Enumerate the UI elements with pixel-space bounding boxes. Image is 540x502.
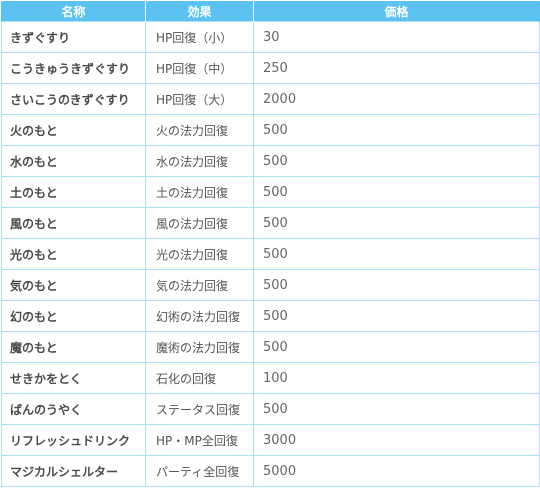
item-effect: 水の法力回復 [145, 145, 254, 177]
item-effect: 土の法力回復 [145, 176, 254, 208]
item-name: さいこうのきずぐすり [1, 83, 146, 115]
item-effect: 火の法力回復 [145, 114, 254, 146]
table-row: さいこうのきずぐすり HP回復（大） 2000 [1, 83, 540, 115]
item-price: 500 [253, 238, 540, 270]
item-price: 500 [253, 331, 540, 363]
table-row: ばんのうやく ステータス回復 500 [1, 393, 540, 425]
item-name: きずぐすり [1, 21, 146, 53]
item-price: 2000 [253, 83, 540, 115]
table-row: 風のもと 風の法力回復 500 [1, 207, 540, 239]
table-row: こうきゅうきずぐすり HP回復（中） 250 [1, 52, 540, 84]
item-name: 火のもと [1, 114, 146, 146]
header-price: 価格 [253, 1, 540, 22]
item-effect: 気の法力回復 [145, 269, 254, 301]
table-header: 名称 効果 価格 [1, 1, 540, 22]
item-price: 500 [253, 176, 540, 208]
item-effect: HP回復（大） [145, 83, 254, 115]
table-row: 幻のもと 幻術の法力回復 500 [1, 300, 540, 332]
item-effect: 光の法力回復 [145, 238, 254, 270]
table-row: 魔のもと 魔術の法力回復 500 [1, 331, 540, 363]
item-effect: 魔術の法力回復 [145, 331, 254, 363]
header-effect: 効果 [145, 1, 254, 22]
item-price: 500 [253, 269, 540, 301]
item-price: 500 [253, 393, 540, 425]
item-name: 魔のもと [1, 331, 146, 363]
table-row: マジカルシェルター パーティ全回復 5000 [1, 455, 540, 487]
table-row: リフレッシュドリンク HP・MP全回復 3000 [1, 424, 540, 456]
item-price: 500 [253, 114, 540, 146]
item-name: 気のもと [1, 269, 146, 301]
table-row: せきかをとく 石化の回復 100 [1, 362, 540, 394]
item-name: ばんのうやく [1, 393, 146, 425]
item-name: 光のもと [1, 238, 146, 270]
item-price: 500 [253, 207, 540, 239]
item-effect: HP回復（中） [145, 52, 254, 84]
table-row: 気のもと 気の法力回復 500 [1, 269, 540, 301]
table-row: きずぐすり HP回復（小） 30 [1, 21, 540, 53]
item-name: 土のもと [1, 176, 146, 208]
item-name: 幻のもと [1, 300, 146, 332]
header-name: 名称 [1, 1, 146, 22]
item-price: 500 [253, 145, 540, 177]
item-price: 30 [253, 21, 540, 53]
table-body: きずぐすり HP回復（小） 30 こうきゅうきずぐすり HP回復（中） 250 さいこう… [1, 21, 540, 487]
table-row: 土のもと 土の法力回復 500 [1, 176, 540, 208]
item-price-table: 名称 効果 価格 きずぐすり HP回復（小） 30 こうきゅうきずぐすり HP回復（中… [1, 1, 540, 487]
item-price: 500 [253, 300, 540, 332]
item-name: リフレッシュドリンク [1, 424, 146, 456]
table-row: 光のもと 光の法力回復 500 [1, 238, 540, 270]
item-price: 250 [253, 52, 540, 84]
item-effect: ステータス回復 [145, 393, 254, 425]
item-name: こうきゅうきずぐすり [1, 52, 146, 84]
item-name: 風のもと [1, 207, 146, 239]
item-effect: 石化の回復 [145, 362, 254, 394]
item-effect: HP・MP全回復 [145, 424, 254, 456]
item-effect: 幻術の法力回復 [145, 300, 254, 332]
item-price: 3000 [253, 424, 540, 456]
item-price: 100 [253, 362, 540, 394]
item-name: 水のもと [1, 145, 146, 177]
item-price: 5000 [253, 455, 540, 487]
item-effect: HP回復（小） [145, 21, 254, 53]
item-name: せきかをとく [1, 362, 146, 394]
item-effect: パーティ全回復 [145, 455, 254, 487]
header-row: 名称 効果 価格 [1, 1, 540, 22]
item-name: マジカルシェルター [1, 455, 146, 487]
item-effect: 風の法力回復 [145, 207, 254, 239]
table-row: 火のもと 火の法力回復 500 [1, 114, 540, 146]
table-row: 水のもと 水の法力回復 500 [1, 145, 540, 177]
